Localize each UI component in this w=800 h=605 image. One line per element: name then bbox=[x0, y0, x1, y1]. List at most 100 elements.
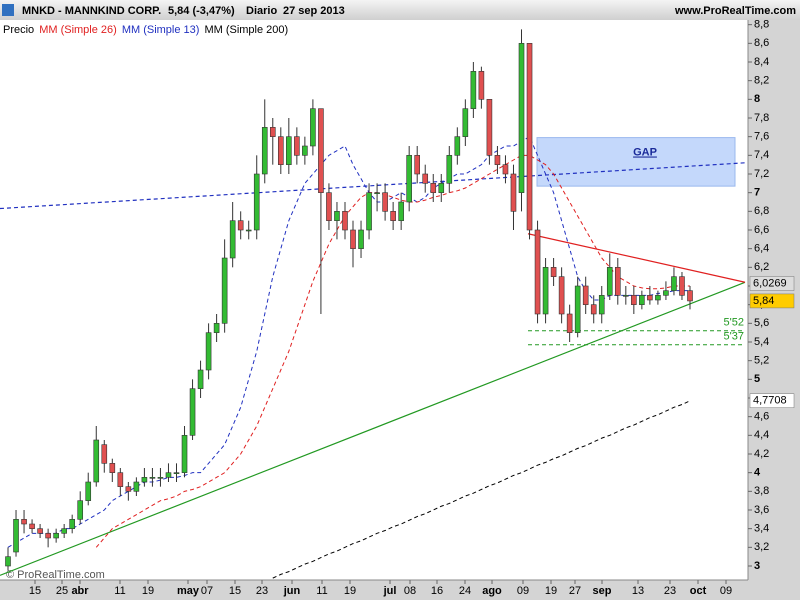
candle-body bbox=[366, 192, 372, 231]
candle-body bbox=[663, 290, 669, 296]
candle-body bbox=[221, 257, 228, 324]
candle-body bbox=[197, 369, 204, 389]
candle-body bbox=[494, 155, 501, 165]
y-tick-label: 4,2 bbox=[754, 448, 769, 460]
x-tick-label: 19 bbox=[142, 585, 154, 597]
x-tick-label: 15 bbox=[29, 585, 41, 597]
x-tick-label: abr bbox=[71, 585, 89, 597]
y-tick-label: 3,6 bbox=[754, 504, 769, 516]
candle-body bbox=[590, 304, 597, 315]
y-tick-label: 3,2 bbox=[754, 541, 769, 553]
candle-body bbox=[141, 477, 148, 483]
y-tick-label: 5,4 bbox=[754, 336, 769, 348]
candle-body bbox=[229, 220, 236, 259]
candle-body bbox=[149, 477, 156, 479]
candle-body bbox=[374, 192, 380, 194]
candle-body bbox=[53, 533, 59, 539]
candle-body bbox=[598, 295, 605, 315]
y-tick-label: 8,2 bbox=[754, 75, 769, 87]
legend-entry: MM (Simple 26) bbox=[39, 24, 117, 36]
candle-body bbox=[687, 290, 693, 302]
x-tick-label: 19 bbox=[344, 585, 356, 597]
candle-body bbox=[350, 229, 356, 249]
candle-body bbox=[382, 192, 388, 212]
candle-body bbox=[462, 108, 469, 137]
header-bar bbox=[0, 0, 800, 20]
candle-body bbox=[37, 528, 43, 534]
date: 27 sep 2013 bbox=[283, 5, 345, 17]
y-tick-label: 7,4 bbox=[754, 149, 769, 161]
x-tick-label: 19 bbox=[545, 585, 557, 597]
price-tag bbox=[749, 293, 795, 309]
site[interactable]: www.ProRealTime.com bbox=[674, 5, 796, 17]
x-tick-label: 27 bbox=[569, 585, 581, 597]
x-tick-label: 11 bbox=[316, 585, 327, 597]
x-tick-label: 09 bbox=[517, 585, 529, 597]
y-tick-label: 7 bbox=[754, 187, 760, 199]
candle-body bbox=[470, 71, 477, 109]
x-tick-label: 25 bbox=[56, 585, 68, 597]
logo bbox=[2, 4, 14, 16]
x-tick-label: sep bbox=[593, 585, 612, 597]
candle-body bbox=[13, 519, 19, 553]
candle-body bbox=[245, 229, 252, 232]
y-tick-label: 3,4 bbox=[754, 523, 769, 535]
y-tick-label: 8,4 bbox=[754, 56, 769, 68]
x-tick-label: 16 bbox=[431, 585, 443, 597]
candle-body bbox=[77, 500, 84, 520]
price-tag-label: 5,84 bbox=[753, 295, 774, 307]
candle-body bbox=[318, 108, 324, 193]
candle-body bbox=[69, 519, 75, 529]
candle-body bbox=[486, 99, 493, 156]
candle-body bbox=[414, 155, 421, 175]
candle-body bbox=[655, 295, 661, 301]
candle-body bbox=[606, 267, 613, 296]
candle-body bbox=[213, 323, 220, 333]
candle-body bbox=[679, 276, 685, 296]
level-label: 5'52 bbox=[724, 317, 744, 329]
candle-body bbox=[237, 220, 244, 231]
gap-zone bbox=[536, 137, 736, 187]
candle-body bbox=[117, 472, 124, 487]
y-tick-label: 5,2 bbox=[754, 355, 769, 367]
y-tick-label: 5,6 bbox=[754, 317, 769, 329]
candle-body bbox=[639, 295, 645, 305]
candle-body bbox=[61, 528, 67, 534]
x-tick-label: may bbox=[177, 585, 200, 597]
x-tick-label: 15 bbox=[229, 585, 241, 597]
x-tick-label: 13 bbox=[632, 585, 644, 597]
candle-body bbox=[277, 136, 284, 165]
x-tick-label: 07 bbox=[201, 585, 213, 597]
candle-body bbox=[631, 295, 637, 305]
candle-body bbox=[671, 276, 677, 291]
candle-body bbox=[478, 71, 485, 100]
candle-body bbox=[566, 313, 573, 333]
y-tick-label: 8 bbox=[754, 93, 760, 105]
x-tick-label: 23 bbox=[256, 585, 268, 597]
candle-body bbox=[181, 435, 188, 473]
candle-body bbox=[526, 43, 533, 231]
y-tick-label: 4,6 bbox=[754, 411, 769, 423]
x-tick-label: ago bbox=[482, 585, 502, 597]
candle-body bbox=[269, 127, 276, 137]
candle-body bbox=[157, 477, 164, 479]
price-tag bbox=[749, 393, 795, 408]
candle-body bbox=[510, 173, 517, 212]
price-tag-label: 4,7708 bbox=[753, 395, 787, 407]
x-tick-label: oct bbox=[690, 585, 707, 597]
candle-body bbox=[422, 173, 429, 184]
candle-body bbox=[406, 155, 412, 203]
x-tick-label: 23 bbox=[664, 585, 676, 597]
candle-body bbox=[294, 136, 300, 156]
moving-average bbox=[7, 135, 690, 548]
x-tick-label: jun bbox=[283, 585, 301, 597]
candle-body bbox=[302, 145, 308, 156]
candle-body bbox=[189, 388, 196, 436]
trend-line bbox=[0, 162, 746, 210]
y-tick-label: 7,2 bbox=[754, 168, 769, 180]
candle-body bbox=[109, 463, 116, 473]
candle-body bbox=[133, 481, 140, 492]
y-tick-label: 4,4 bbox=[754, 429, 769, 441]
candle-body bbox=[5, 556, 11, 567]
candle-body bbox=[430, 183, 437, 193]
